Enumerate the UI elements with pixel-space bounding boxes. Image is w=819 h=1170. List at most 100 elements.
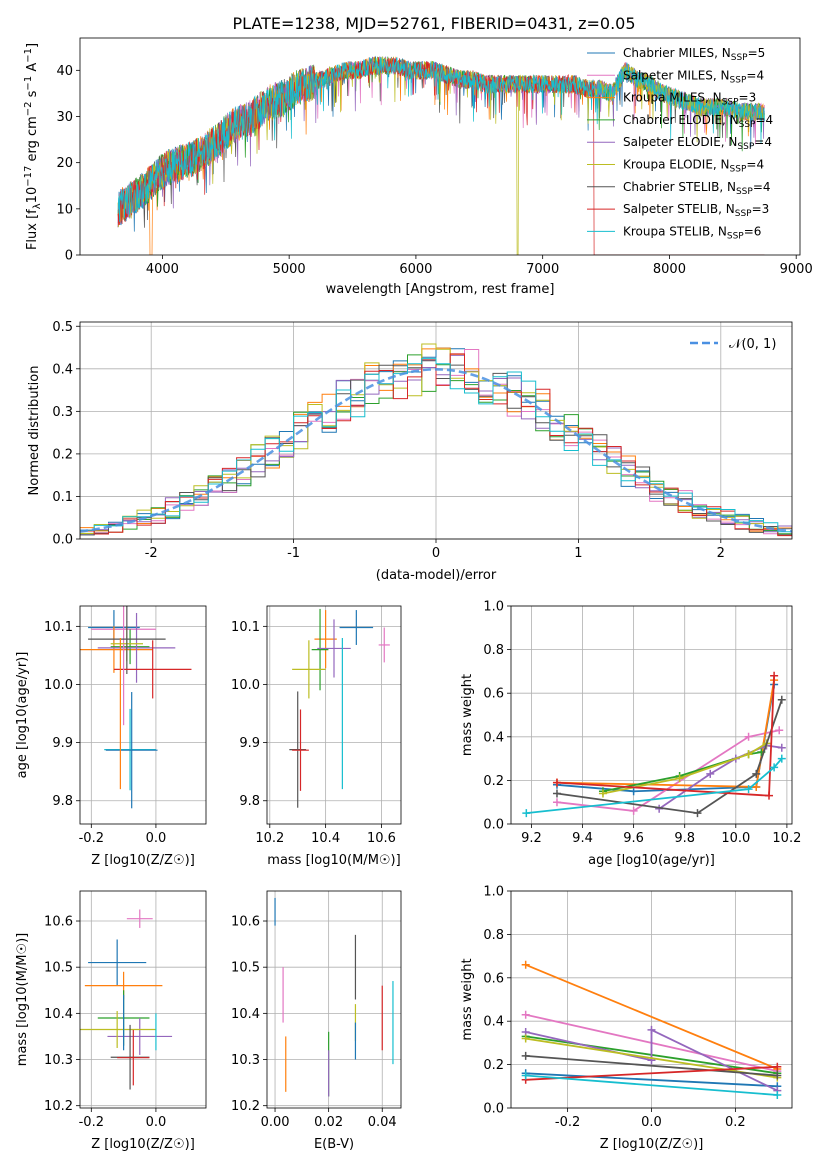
tick-label-y: 10.0 <box>231 678 260 693</box>
legend-label: Chabrier MILES, NSSP=5 <box>623 46 765 63</box>
axes-mass-vs-EBV: 0.00 0.02 0.04 10.2 10.3 10.4 10.5 10.6 E(B-V) <box>231 890 402 1152</box>
legend-label-sub: SSP <box>736 187 753 197</box>
legend-label-tail: =4 <box>746 68 764 82</box>
legend-label-main: Salpeter STELIB, N <box>623 202 735 216</box>
tick-label-x: 10.2 <box>255 831 284 846</box>
mass-weight-line <box>525 963 778 1070</box>
tick-label-x: -1 <box>287 546 300 561</box>
y-axis-label: Normed distribution <box>27 366 42 496</box>
legend-label-sub: SSP <box>739 120 756 130</box>
tick-label-y: 10.6 <box>231 915 260 930</box>
tick-label-x: -0.2 <box>555 1115 580 1130</box>
tick-label-y: 40 <box>56 64 73 79</box>
legend-label-main: Kroupa MILES, N <box>623 91 722 105</box>
spectrum-line <box>117 56 765 222</box>
legend-label-tail: =4 <box>746 158 764 172</box>
tick-label-y: 9.9 <box>239 736 260 751</box>
tick-label-y: 1.0 <box>483 885 504 900</box>
legend-label: Salpeter ELODIE, NSSP=4 <box>623 135 772 152</box>
axes-frame <box>79 605 207 825</box>
tick-label-x: 0.2 <box>725 1115 746 1130</box>
mass-weight-line <box>525 1055 778 1077</box>
tick-label-y: 0.3 <box>52 405 73 420</box>
axes-frame <box>79 890 207 1109</box>
mass-weight-marker <box>752 782 761 791</box>
legend-label-main: Chabrier ELODIE, N <box>623 113 739 127</box>
mass-weight-marker <box>521 1051 530 1060</box>
y-axis-label: Flux [fλ10−17 erg cm−2 s−1 A−1] <box>23 43 43 250</box>
mass-weight-line <box>556 684 775 793</box>
mass-weight-marker <box>675 774 684 783</box>
axes-residuals: -2 -1 0 1 2 0.0 0.1 0.2 0.3 0.4 0.5 𝒩(0, 1) (data-mo… <box>27 320 793 583</box>
tick-label-y: 10.0 <box>44 678 73 693</box>
legend-label-tail: =4 <box>755 113 773 127</box>
tick-label-x: 0.04 <box>368 1115 397 1130</box>
axes-age-vs-Z: -0.2 0.0 9.8 9.9 10.0 10.1 Z [log10(Z/Z☉)] age … <box>15 605 207 868</box>
histogram-step <box>80 358 792 535</box>
legend-label-main: Salpeter MILES, N <box>623 68 730 82</box>
mass-weight-marker <box>744 750 753 759</box>
legend-label-sub: SSP <box>722 98 739 108</box>
mass-weight-marker <box>552 789 561 798</box>
mass-weight-marker <box>521 1071 530 1080</box>
mass-weight-line <box>525 1074 778 1096</box>
tick-label-x: 0.00 <box>261 1115 290 1130</box>
y-axis-label-part: −17 <box>23 166 34 187</box>
mass-weight-marker <box>744 785 753 794</box>
tick-label-x: -2 <box>145 546 158 561</box>
legend-label-tail: =4 <box>754 135 772 149</box>
tick-label-y: 0.2 <box>52 447 73 462</box>
mass-weight-marker <box>706 769 715 778</box>
tick-label-x: 4000 <box>146 262 179 277</box>
tick-label-y: 0.2 <box>483 774 504 789</box>
legend-label-tail: =3 <box>739 91 757 105</box>
axes-frame <box>510 605 793 825</box>
mass-weight-marker <box>773 1090 782 1099</box>
tick-label-y: 1.0 <box>483 600 504 615</box>
tick-label-y: 0.2 <box>483 1058 504 1073</box>
mass-weight-line <box>556 675 775 797</box>
mass-weight-marker <box>598 789 607 798</box>
normal-reference-curve <box>79 367 793 533</box>
mass-weight-marker <box>752 769 761 778</box>
tick-label-x: -0.2 <box>79 1115 104 1130</box>
mass-weight-marker <box>773 1071 782 1080</box>
tick-label-x: 10.0 <box>721 831 750 846</box>
tick-label-y: 10 <box>56 202 73 217</box>
tick-label-y: 20 <box>56 156 73 171</box>
tick-label-x: 9.6 <box>623 831 644 846</box>
mass-weight-line <box>526 758 783 814</box>
axes-frame <box>79 37 801 256</box>
y-axis-label: mass [log10(M/M☉)] <box>15 933 30 1066</box>
legend-label-sub: SSP <box>737 142 754 152</box>
tick-label-x: 7000 <box>526 262 559 277</box>
legend-label-tail: =6 <box>744 224 762 238</box>
x-axis-label: Z [log10(Z/Z☉)] <box>91 1137 195 1152</box>
y-axis-label-part: −1 <box>23 48 34 63</box>
y-axis-label-part: −2 <box>23 101 34 116</box>
tick-label-y: 9.8 <box>52 794 73 809</box>
tick-label-y: 10.3 <box>44 1053 73 1068</box>
mass-weight-marker <box>629 787 638 796</box>
tick-label-x: 10.4 <box>311 831 340 846</box>
x-axis-label: mass [log10(M/M☉)] <box>267 853 400 868</box>
tick-label-y: 10.3 <box>231 1053 260 1068</box>
legend-label-main: Kroupa ELODIE, N <box>623 158 730 172</box>
axes-frame <box>266 605 402 825</box>
mass-weight-marker <box>552 798 561 807</box>
legend-label: 𝒩(0, 1) <box>729 337 776 352</box>
axes-age-vs-mass: 10.2 10.4 10.6 9.8 9.9 10.0 10.1 mass [log10(M/… <box>231 605 402 868</box>
tick-label-y: 0.0 <box>52 533 73 548</box>
tick-label-y: 0.6 <box>483 687 504 702</box>
y-axis-label: age [log10(age/yr)] <box>15 652 30 779</box>
mass-weight-marker <box>521 960 530 969</box>
mass-weight-marker <box>521 1034 530 1043</box>
tick-label-y: 0.0 <box>483 1102 504 1117</box>
legend-label: Salpeter MILES, NSSP=4 <box>623 68 764 85</box>
tick-label-y: 0.0 <box>483 818 504 833</box>
tick-label-x: 0.0 <box>641 1115 662 1130</box>
mass-weight-marker <box>777 695 786 704</box>
legend-label-main: Kroupa STELIB, N <box>623 224 727 238</box>
mass-weight-marker <box>552 778 561 787</box>
